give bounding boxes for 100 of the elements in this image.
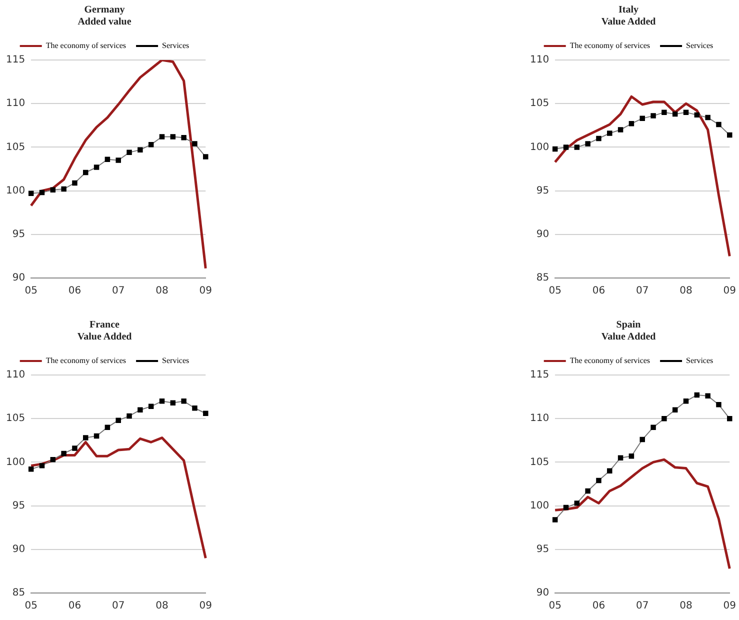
legend-label: Services [686, 356, 714, 366]
point [192, 141, 198, 146]
y-tick-label: 90 [12, 544, 26, 555]
point [50, 187, 56, 193]
point [61, 450, 66, 456]
point [628, 453, 634, 459]
point [705, 114, 710, 120]
point [662, 416, 667, 422]
legend-label: The economy of services [570, 41, 650, 50]
y-tick-label: 100 [530, 500, 550, 512]
point [28, 190, 34, 196]
legend-label: The economy of services [46, 356, 126, 366]
point [662, 110, 667, 115]
y-tick-label: 105 [6, 142, 26, 153]
point [203, 154, 208, 160]
point [683, 110, 689, 115]
point [39, 190, 45, 196]
point [148, 404, 154, 410]
y-tick-label: 110 [530, 54, 550, 66]
point [28, 466, 34, 472]
y-tick-label: 105 [530, 456, 550, 468]
chart-subtitle: Value Added [601, 332, 656, 343]
x-tick-label: 06 [68, 600, 82, 612]
x-tick-label: 06 [592, 286, 606, 297]
point [552, 146, 558, 152]
chart-subtitle: Value Added [77, 332, 132, 343]
x-tick-label: 05 [24, 600, 38, 612]
y-tick-label: 105 [6, 413, 26, 424]
y-tick-label: 100 [6, 185, 26, 196]
point [574, 500, 580, 506]
point [170, 400, 176, 406]
x-tick-label: 08 [156, 600, 168, 612]
x-tick-label: 06 [68, 286, 82, 297]
point [50, 456, 56, 462]
x-tick-label: 07 [636, 286, 649, 297]
point [650, 424, 656, 430]
point [727, 132, 732, 138]
y-tick-label: 110 [530, 413, 550, 424]
chart-title: Spain [616, 320, 642, 331]
point [126, 413, 132, 419]
x-tick-label: 08 [680, 286, 692, 297]
point [640, 116, 645, 122]
x-tick-label: 05 [24, 286, 38, 297]
point [596, 136, 602, 142]
point [192, 406, 198, 411]
point [148, 142, 154, 148]
x-tick-label: 07 [636, 600, 649, 612]
legend-label: The economy of services [46, 41, 126, 50]
x-tick-label: 05 [548, 600, 562, 612]
chart-title: Italy [618, 4, 638, 16]
point [116, 158, 121, 163]
legend-label: Services [162, 41, 190, 50]
point [563, 144, 569, 150]
y-tick-label: 90 [536, 588, 550, 599]
point [628, 121, 634, 126]
x-tick-label: 07 [112, 286, 125, 297]
y-tick-label: 90 [12, 272, 26, 284]
point [607, 130, 612, 136]
x-tick-label: 09 [723, 600, 736, 612]
point [83, 435, 88, 440]
y-tick-label: 95 [12, 228, 26, 240]
point [727, 416, 732, 422]
y-tick-label: 100 [6, 456, 26, 468]
point [716, 402, 722, 408]
x-tick-label: 09 [199, 600, 212, 612]
point [552, 517, 558, 522]
y-tick-label: 115 [530, 370, 550, 381]
point [618, 127, 624, 132]
point [672, 111, 678, 117]
point [683, 398, 689, 404]
legend-label: Services [686, 41, 714, 50]
x-tick-label: 09 [723, 286, 736, 297]
point [618, 455, 624, 460]
y-tick-label: 110 [6, 98, 26, 110]
point [126, 150, 132, 156]
point [159, 134, 165, 140]
y-tick-label: 105 [530, 98, 550, 110]
y-tick-label: 100 [530, 142, 550, 153]
point [585, 141, 590, 146]
legend-label: The economy of services [570, 356, 650, 366]
x-tick-label: 08 [156, 286, 168, 297]
chart-title: France [90, 320, 120, 331]
x-tick-label: 09 [199, 286, 212, 297]
point [694, 392, 700, 398]
point [181, 398, 186, 404]
point [694, 112, 700, 118]
point [94, 433, 100, 439]
y-tick-label: 95 [536, 185, 550, 196]
x-tick-label: 05 [548, 286, 562, 297]
point [61, 186, 66, 192]
point [705, 393, 710, 399]
x-tick-label: 06 [592, 600, 606, 612]
point [138, 407, 143, 412]
point [104, 424, 110, 430]
point [640, 436, 645, 442]
legend-label: Services [162, 356, 190, 366]
y-tick-label: 95 [536, 544, 550, 555]
x-tick-label: 07 [112, 600, 125, 612]
point [650, 113, 656, 118]
x-tick-label: 08 [680, 600, 692, 612]
